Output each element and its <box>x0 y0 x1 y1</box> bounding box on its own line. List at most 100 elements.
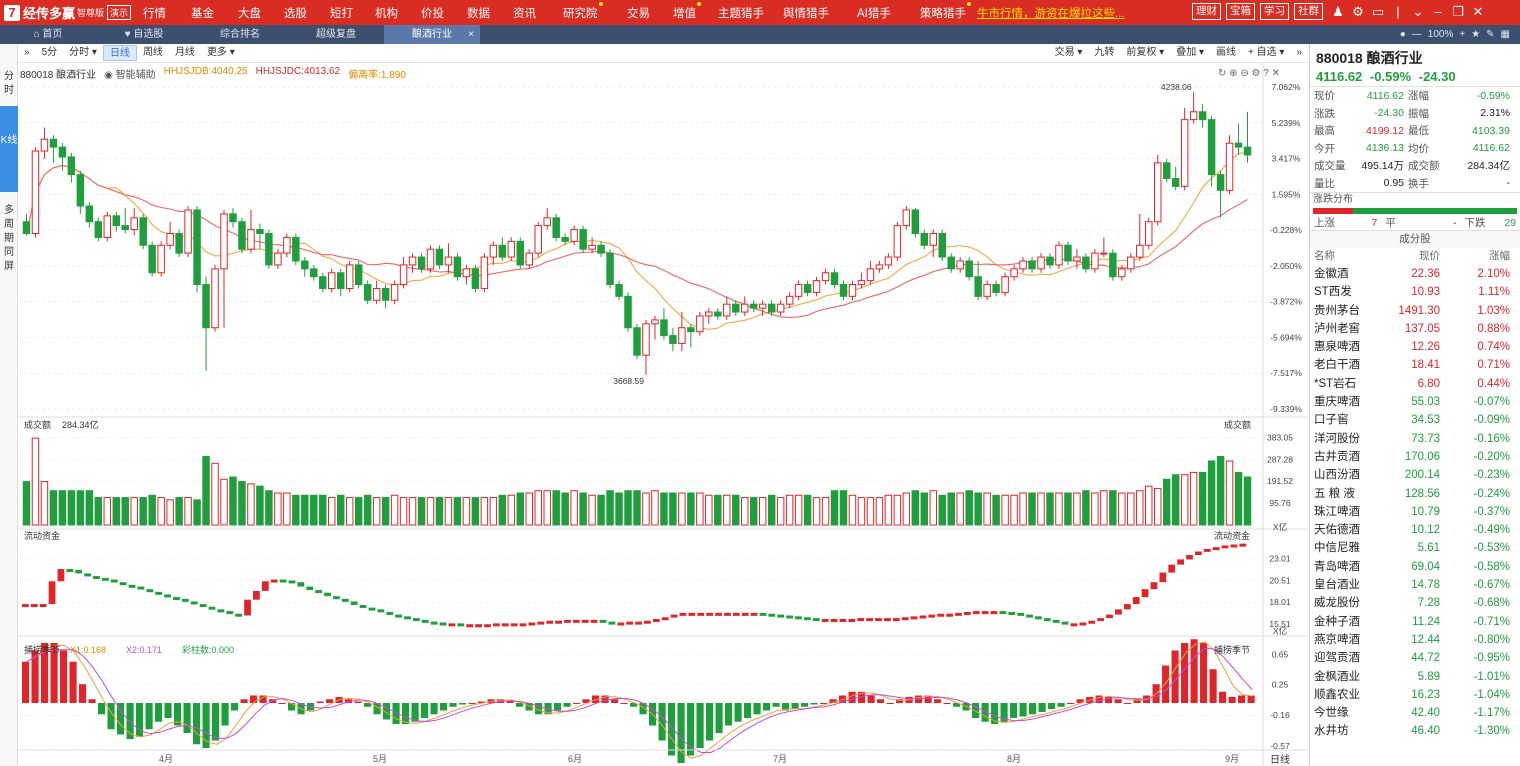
flow-step <box>635 621 642 625</box>
menu-item-11[interactable]: 增值 <box>673 2 701 21</box>
component-row[interactable]: 皇台酒业 14.78 -0.67% <box>1310 576 1520 594</box>
top-btn-shequn[interactable]: 社群 <box>1294 3 1323 20</box>
component-row[interactable]: 珠江啤酒 10.79 -0.37% <box>1310 503 1520 521</box>
component-row[interactable]: 重庆啤酒 55.03 -0.07% <box>1310 393 1520 411</box>
component-row[interactable]: 顺鑫农业 16.23 -1.04% <box>1310 686 1520 704</box>
menu-item-10[interactable]: 交易 <box>627 5 650 21</box>
candle-body <box>1225 142 1234 191</box>
distribution-down-fill <box>1352 208 1517 214</box>
star-icon[interactable]: ★ <box>1471 29 1481 40</box>
toolbar-weekly[interactable]: 周线 <box>142 47 163 58</box>
menu-item-14[interactable]: AI猎手 <box>857 5 891 21</box>
toolbar-nine[interactable]: 九转 <box>1094 47 1115 58</box>
toolbar-more[interactable]: 更多 ▾ <box>206 47 235 58</box>
component-row[interactable]: 金徽酒 22.36 2.10% <box>1310 265 1520 283</box>
chart-area[interactable]: 7.062% 5.239% 3.417% 1.595% -0.228% -2.050% -3… <box>18 63 1308 766</box>
component-row[interactable]: 洋河股份 73.73 -0.16% <box>1310 430 1520 448</box>
component-name: 惠泉啤酒 <box>1314 341 1360 354</box>
top-btn-baoxiang[interactable]: 宝箱 <box>1226 3 1255 20</box>
component-row[interactable]: 口子窖 34.53 -0.09% <box>1310 411 1520 429</box>
component-row[interactable]: 今世缘 42.40 -1.17% <box>1310 704 1520 722</box>
component-row[interactable]: 老白干酒 18.41 0.71% <box>1310 356 1520 374</box>
toolbar-add-watch[interactable]: + 自选 ▾ <box>1248 47 1285 58</box>
menu-item-13[interactable]: 舆情猎手 <box>783 5 829 21</box>
component-row[interactable]: 天佑德酒 10.12 -0.49% <box>1310 521 1520 539</box>
toolbar-overlay[interactable]: 叠加 ▾ <box>1176 47 1205 58</box>
menu-item-0[interactable]: 行情 <box>143 5 166 21</box>
component-row[interactable]: 泸州老窖 137.05 0.88% <box>1310 320 1520 338</box>
side-btn-multi-period[interactable]: 多周期同屏 <box>4 205 14 272</box>
toolbar-5min[interactable]: 5分 <box>41 47 58 58</box>
tab-brewing[interactable]: 酿酒行业 × <box>384 25 480 44</box>
kline-chart-svg[interactable]: 7.062% 5.239% 3.417% 1.595% -0.228% -2.050% -3… <box>18 63 1308 766</box>
side-btn-intraday[interactable]: 分时 <box>4 71 14 96</box>
component-row[interactable]: 山西汾酒 200.14 -0.23% <box>1310 466 1520 484</box>
top-btn-xuexi[interactable]: 学习 <box>1260 3 1289 20</box>
top-btn-licai[interactable]: 理财 <box>1192 3 1221 20</box>
col-change[interactable]: 涨幅 <box>1489 250 1510 262</box>
component-row[interactable]: 中信尼雅 5.61 -0.53% <box>1310 539 1520 557</box>
menu-item-6[interactable]: 价投 <box>421 5 444 21</box>
window-icon[interactable]: ▭ <box>1371 3 1385 19</box>
menu-item-5[interactable]: 机构 <box>375 5 398 21</box>
toolbar-draw[interactable]: 画线 <box>1216 47 1237 58</box>
candle-body <box>462 268 471 278</box>
restore-icon[interactable]: ❐ <box>1452 3 1464 19</box>
menu-item-8[interactable]: 资讯 <box>513 5 536 21</box>
tab-close-icon[interactable]: × <box>468 29 474 40</box>
toolbar-daily[interactable]: 日线 <box>102 45 137 61</box>
toolbar-monthly[interactable]: 月线 <box>174 47 195 58</box>
toolbar-collapse[interactable]: » <box>1296 47 1302 58</box>
tab-watchlist[interactable]: ♥ 自选股 <box>96 25 192 44</box>
menu-item-1[interactable]: 基金 <box>191 5 214 21</box>
tab-review[interactable]: 超级复盘 <box>288 25 384 44</box>
menu-item-4[interactable]: 短打 <box>330 5 353 21</box>
menu-item-15[interactable]: 策略猎手 <box>920 2 971 21</box>
tab-home[interactable]: ⌂ 首页 <box>0 25 96 44</box>
col-price[interactable]: 现价 <box>1419 250 1440 262</box>
side-btn-kline[interactable]: K线 <box>0 106 18 192</box>
col-name[interactable]: 名称 <box>1314 250 1335 262</box>
season-bar <box>459 703 467 705</box>
component-row[interactable]: 金枫酒业 5.89 -1.01% <box>1310 668 1520 686</box>
quote-key: 现价 <box>1314 90 1335 103</box>
candle-body <box>1189 111 1198 121</box>
volume-bar <box>220 478 228 526</box>
menu-item-9[interactable]: 研究院 <box>563 2 603 21</box>
menu-item-12[interactable]: 主题猎手 <box>718 5 764 21</box>
menu-item-2[interactable]: 大盘 <box>238 5 261 21</box>
toolbar-intraday[interactable]: 分时 ▾ <box>69 47 97 58</box>
grid-icon[interactable]: ▦ <box>1500 29 1510 40</box>
component-row[interactable]: 威龙股份 7.28 -0.68% <box>1310 594 1520 612</box>
user-icon[interactable]: ♟ <box>1332 3 1344 19</box>
component-row[interactable]: 青岛啤酒 69.04 -0.58% <box>1310 558 1520 576</box>
menu-item-3[interactable]: 选股 <box>284 5 307 21</box>
zoom-out-icon[interactable]: — <box>1411 29 1422 40</box>
volume-axis-label: 191.52 <box>1267 476 1293 486</box>
tab-ranking[interactable]: 综合排名 <box>192 25 288 44</box>
toolbar-adjust[interactable]: 前复权 ▾ <box>1126 47 1165 58</box>
component-row[interactable]: 贵州茅台 1491.30 1.03% <box>1310 302 1520 320</box>
component-row[interactable]: 金种子酒 11.24 -0.71% <box>1310 613 1520 631</box>
chevron-down-icon[interactable]: ⌄ <box>1412 3 1424 19</box>
component-row[interactable]: 五 粮 液 128.56 -0.24% <box>1310 485 1520 503</box>
volume-bar <box>85 490 94 526</box>
toolbar-expand[interactable]: » <box>24 47 30 58</box>
component-row[interactable]: ST西发 10.93 1.11% <box>1310 283 1520 301</box>
pen-icon[interactable]: ✎ <box>1486 29 1495 40</box>
minimize-icon[interactable]: – <box>1434 4 1442 19</box>
close-icon[interactable]: ✕ <box>1472 3 1484 19</box>
component-row[interactable]: 迎驾贡酒 44.72 -0.95% <box>1310 649 1520 667</box>
component-row[interactable]: 惠泉啤酒 12.26 0.74% <box>1310 338 1520 356</box>
component-row[interactable]: 水井坊 46.40 -1.30% <box>1310 722 1520 740</box>
smart-assist-toggle[interactable]: ◉ 智能辅助 <box>104 70 156 81</box>
component-row[interactable]: 燕京啤酒 12.44 -0.80% <box>1310 631 1520 649</box>
menu-item-7[interactable]: 数据 <box>467 5 490 21</box>
gear-icon[interactable]: ⚙ <box>1352 3 1364 19</box>
zoom-in-icon[interactable]: + <box>1459 29 1466 40</box>
app-logo[interactable]: 7 经传多赢 智尊版 演示 <box>0 3 140 22</box>
news-ticker[interactable]: 牛市行情，游资在爆拉这些... <box>977 8 1125 20</box>
toolbar-trade[interactable]: 交易 ▾ <box>1054 47 1083 58</box>
component-row[interactable]: 古井贡酒 170.06 -0.20% <box>1310 448 1520 466</box>
component-row[interactable]: *ST岩石 6.80 0.44% <box>1310 375 1520 393</box>
